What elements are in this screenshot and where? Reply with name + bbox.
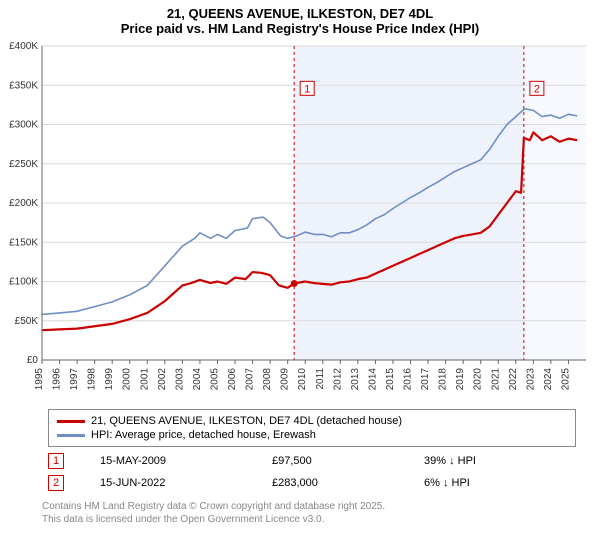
svg-text:2015: 2015 — [385, 368, 396, 391]
svg-text:1998: 1998 — [87, 368, 98, 391]
svg-text:2016: 2016 — [403, 368, 414, 391]
event-marker-1: 1 — [48, 453, 64, 469]
svg-text:£200K: £200K — [9, 198, 38, 209]
chart-title-line1: 21, QUEENS AVENUE, ILKESTON, DE7 4DL — [0, 6, 600, 21]
svg-text:£250K: £250K — [9, 159, 38, 170]
legend-swatch — [57, 434, 85, 437]
svg-text:£150K: £150K — [9, 237, 38, 248]
svg-text:2023: 2023 — [525, 368, 536, 391]
event-delta: 39% ↓ HPI — [418, 450, 582, 472]
svg-text:2024: 2024 — [543, 368, 554, 391]
svg-text:1997: 1997 — [69, 368, 80, 391]
event-price: £97,500 — [266, 450, 418, 472]
svg-text:2008: 2008 — [262, 368, 273, 391]
legend-swatch — [57, 420, 85, 423]
event-date: 15-JUN-2022 — [94, 472, 266, 494]
legend-label: HPI: Average price, detached house, Erew… — [91, 429, 316, 441]
svg-text:2001: 2001 — [139, 368, 150, 391]
svg-text:2007: 2007 — [245, 368, 256, 391]
event-row: 2 15-JUN-2022£283,0006% ↓ HPI — [42, 472, 582, 494]
svg-text:2003: 2003 — [174, 368, 185, 391]
legend-row: 21, QUEENS AVENUE, ILKESTON, DE7 4DL (de… — [57, 414, 567, 428]
svg-text:2018: 2018 — [438, 368, 449, 391]
svg-text:1: 1 — [304, 83, 310, 95]
svg-text:2009: 2009 — [280, 368, 291, 391]
footer-attribution: Contains HM Land Registry data © Crown c… — [42, 500, 582, 526]
svg-text:£300K: £300K — [9, 120, 38, 131]
event-date: 15-MAY-2009 — [94, 450, 266, 472]
event-price: £283,000 — [266, 472, 418, 494]
svg-text:2025: 2025 — [560, 368, 571, 391]
svg-text:2010: 2010 — [297, 368, 308, 391]
chart-area: £0 £50K £100K £150K £200K £250K £300K £350K £400… — [0, 40, 600, 400]
svg-text:2011: 2011 — [315, 368, 326, 390]
svg-text:£0: £0 — [27, 355, 39, 366]
line-chart-svg: £0 £50K £100K £150K £200K £250K £300K £350K £400… — [0, 40, 600, 400]
svg-text:2002: 2002 — [157, 368, 168, 391]
svg-text:2004: 2004 — [192, 368, 203, 391]
svg-text:2020: 2020 — [473, 368, 484, 391]
svg-text:2013: 2013 — [350, 368, 361, 391]
svg-text:2012: 2012 — [332, 368, 343, 391]
series-legend: 21, QUEENS AVENUE, ILKESTON, DE7 4DL (de… — [48, 409, 576, 447]
svg-text:2022: 2022 — [508, 368, 519, 391]
svg-text:2000: 2000 — [122, 368, 133, 391]
svg-text:1995: 1995 — [34, 368, 45, 391]
chart-title-line2: Price paid vs. HM Land Registry's House … — [0, 21, 600, 36]
footer-line-2: This data is licensed under the Open Gov… — [42, 513, 582, 526]
legend-row: HPI: Average price, detached house, Erew… — [57, 428, 567, 442]
svg-text:2005: 2005 — [209, 368, 220, 391]
legend-label: 21, QUEENS AVENUE, ILKESTON, DE7 4DL (de… — [91, 415, 402, 427]
legend-and-events: 21, QUEENS AVENUE, ILKESTON, DE7 4DL (de… — [42, 406, 582, 494]
svg-text:2019: 2019 — [455, 368, 466, 391]
svg-text:2021: 2021 — [490, 368, 501, 391]
footer-line-1: Contains HM Land Registry data © Crown c… — [42, 500, 582, 513]
event-row: 1 15-MAY-2009£97,50039% ↓ HPI — [42, 450, 582, 472]
svg-text:2017: 2017 — [420, 368, 431, 391]
event-marker-2: 2 — [48, 475, 64, 491]
svg-text:2014: 2014 — [367, 368, 378, 391]
svg-text:£350K: £350K — [9, 80, 38, 91]
event-delta: 6% ↓ HPI — [418, 472, 582, 494]
svg-text:£50K: £50K — [15, 316, 39, 327]
svg-text:£100K: £100K — [9, 277, 38, 288]
svg-text:2: 2 — [534, 83, 540, 95]
svg-text:1999: 1999 — [104, 368, 115, 391]
svg-text:2006: 2006 — [227, 368, 238, 391]
svg-text:£400K: £400K — [9, 41, 38, 52]
svg-text:1996: 1996 — [52, 368, 63, 391]
